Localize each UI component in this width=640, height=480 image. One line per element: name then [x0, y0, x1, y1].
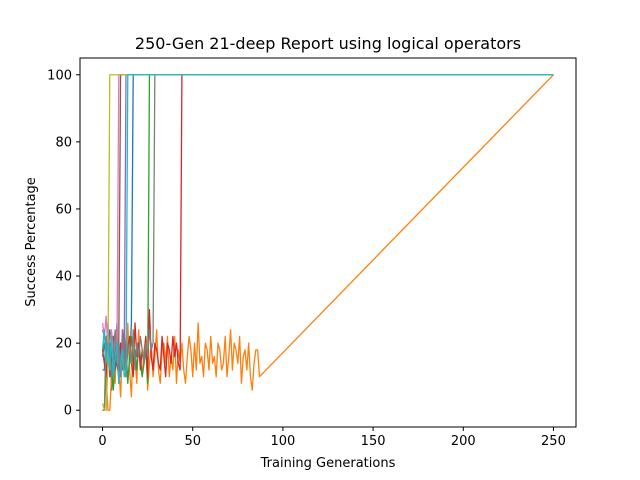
y-tick-label: 20	[55, 337, 72, 352]
series-line-8	[102, 74, 554, 411]
axes-frame	[79, 57, 577, 428]
y-tick-label: 80	[55, 135, 72, 150]
series-line-9	[101, 74, 554, 411]
plot-area	[101, 74, 554, 411]
chart-title: 250-Gen 21-deep Report using logical ope…	[135, 34, 521, 53]
x-tick-label: 50	[184, 434, 201, 449]
y-tick-label: 40	[55, 270, 72, 285]
series-line-10	[101, 74, 554, 385]
y-axis-label: Success Percentage	[24, 177, 39, 307]
y-tick-label: 0	[64, 404, 72, 419]
x-tick-label: 100	[270, 434, 295, 449]
y-tick-label: 60	[55, 202, 72, 217]
series-line-2	[102, 74, 554, 411]
x-tick-label: 250	[541, 434, 566, 449]
y-axis: 0 20 40 60 80 100	[47, 68, 80, 419]
x-tick-label: 200	[451, 434, 476, 449]
x-axis-label: Training Generations	[260, 456, 396, 471]
x-tick-label: 0	[98, 434, 106, 449]
y-tick-label: 100	[47, 68, 72, 83]
x-tick-label: 150	[361, 434, 386, 449]
x-axis: 0 50 100 150 200 250	[98, 427, 566, 449]
